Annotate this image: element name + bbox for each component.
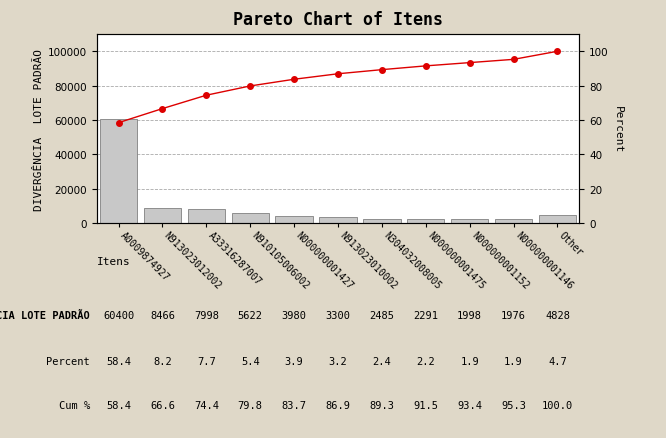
Text: 5.4: 5.4 [241, 357, 260, 366]
Text: 5622: 5622 [238, 311, 262, 320]
Text: 86.9: 86.9 [326, 400, 350, 410]
Text: 3980: 3980 [282, 311, 306, 320]
Text: 79.8: 79.8 [238, 400, 262, 410]
Text: 60400: 60400 [103, 311, 134, 320]
Text: 3.9: 3.9 [285, 357, 304, 366]
Text: Itens: Itens [97, 256, 131, 266]
Text: 83.7: 83.7 [282, 400, 306, 410]
Text: 4828: 4828 [545, 311, 570, 320]
Text: 1.9: 1.9 [504, 357, 523, 366]
Text: 74.4: 74.4 [194, 400, 219, 410]
Text: 2291: 2291 [414, 311, 438, 320]
Bar [539, 215, 576, 223]
Text: 4.7: 4.7 [548, 357, 567, 366]
Bar [232, 214, 269, 223]
Bar [144, 209, 181, 223]
Text: 8466: 8466 [150, 311, 175, 320]
Text: 66.6: 66.6 [150, 400, 175, 410]
Bar [319, 218, 357, 223]
Text: Cum %: Cum % [59, 400, 90, 410]
Bar [451, 220, 488, 223]
Text: 1.9: 1.9 [460, 357, 479, 366]
Text: 2485: 2485 [370, 311, 394, 320]
Text: DIVERGÊNCIA LOTE PADRÃO: DIVERGÊNCIA LOTE PADRÃO [0, 311, 90, 320]
Bar [276, 216, 313, 223]
Text: 93.4: 93.4 [457, 400, 482, 410]
Text: 95.3: 95.3 [501, 400, 526, 410]
Bar [188, 210, 225, 223]
Y-axis label: Percent: Percent [613, 106, 623, 153]
Bar [363, 219, 400, 223]
Bar [495, 220, 532, 223]
Text: 2.2: 2.2 [416, 357, 435, 366]
Text: 3300: 3300 [326, 311, 350, 320]
Bar [407, 219, 444, 223]
Text: 58.4: 58.4 [106, 400, 131, 410]
Bar [100, 120, 137, 223]
Y-axis label: DIVERGÊNCIA  LOTE PADRÃO: DIVERGÊNCIA LOTE PADRÃO [33, 48, 43, 210]
Text: 100.0: 100.0 [542, 400, 573, 410]
Text: 1998: 1998 [457, 311, 482, 320]
Text: 2.4: 2.4 [372, 357, 391, 366]
Text: Percent: Percent [46, 357, 90, 366]
Title: Pareto Chart of Itens: Pareto Chart of Itens [233, 11, 443, 29]
Text: 91.5: 91.5 [414, 400, 438, 410]
Text: 8.2: 8.2 [153, 357, 172, 366]
Text: 1976: 1976 [501, 311, 526, 320]
Text: 7.7: 7.7 [197, 357, 216, 366]
Text: 58.4: 58.4 [106, 357, 131, 366]
Text: 89.3: 89.3 [370, 400, 394, 410]
Text: 3.2: 3.2 [328, 357, 348, 366]
Text: 7998: 7998 [194, 311, 219, 320]
